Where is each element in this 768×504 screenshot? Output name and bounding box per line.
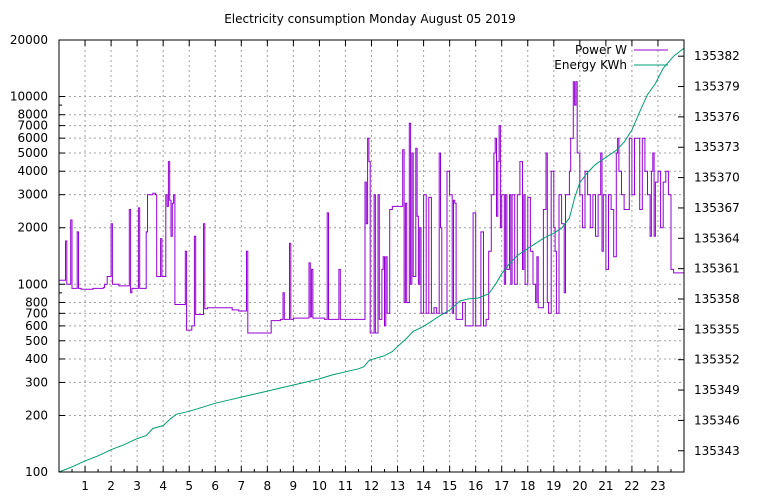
y2-tick-label: 135349	[694, 383, 740, 397]
x-tick-label: 3	[133, 479, 141, 493]
legend-label-energy: Energy KWh	[554, 58, 627, 72]
x-tick-label: 4	[159, 479, 167, 493]
y-tick-label: 3000	[17, 188, 48, 202]
y-tick-label: 8000	[17, 108, 48, 122]
x-tick-label: 13	[390, 479, 405, 493]
y-tick-label: 4000	[17, 164, 48, 178]
y2-tick-label: 135367	[694, 201, 740, 215]
x-tick-label: 14	[416, 479, 431, 493]
y2-tick-label: 135364	[694, 231, 740, 245]
y2-tick-label: 135379	[694, 80, 740, 94]
y-tick-label: 800	[25, 295, 48, 309]
legend: Power W Energy KWh	[554, 43, 668, 72]
y-tick-label: 600	[25, 319, 48, 333]
y-tick-label: 6000	[17, 131, 48, 145]
y2-tick-label: 135370	[694, 171, 740, 185]
chart-title: Electricity consumption Monday August 05…	[224, 12, 516, 26]
y-tick-label: 10000	[10, 90, 48, 104]
x-tick-label: 16	[468, 479, 483, 493]
y-tick-label: 100	[25, 465, 48, 479]
y2-tick-label: 135361	[694, 262, 740, 276]
y2-tick-label: 135352	[694, 353, 740, 367]
y-tick-label: 20000	[10, 33, 48, 47]
x-tick-label: 2	[107, 479, 115, 493]
y2-tick-label: 135373	[694, 140, 740, 154]
x-tick-label: 19	[546, 479, 561, 493]
y-tick-label: 200	[25, 408, 48, 422]
y2-tick-label: 135346	[694, 413, 740, 427]
y-tick-label: 7000	[17, 119, 48, 133]
x-tick-label: 8	[264, 479, 272, 493]
y2-tick-label: 135376	[694, 110, 740, 124]
x-tick-label: 23	[650, 479, 665, 493]
x-tick-label: 9	[290, 479, 298, 493]
x-tick-label: 7	[237, 479, 245, 493]
axis-layer: 1 2 3 4 5 6 7 8 9 10 11 12 13 14 15 16 17 18 19 20 21 22 23100…	[10, 33, 740, 493]
x-tick-label: 6	[211, 479, 219, 493]
x-tick-label: 21	[598, 479, 613, 493]
x-tick-label: 15	[442, 479, 457, 493]
y-tick-label: 5000	[17, 146, 48, 160]
y-tick-label: 500	[25, 334, 48, 348]
x-tick-label: 17	[494, 479, 509, 493]
x-tick-label: 1	[81, 479, 89, 493]
y-tick-label: 2000	[17, 221, 48, 235]
y2-tick-label: 135343	[694, 444, 740, 458]
x-tick-label: 5	[185, 479, 193, 493]
y-tick-label: 700	[25, 306, 48, 320]
x-tick-label: 20	[572, 479, 587, 493]
legend-label-power: Power W	[575, 43, 627, 57]
x-tick-label: 12	[364, 479, 379, 493]
series-line-power	[59, 81, 684, 334]
y2-tick-label: 135355	[694, 322, 740, 336]
x-tick-label: 10	[312, 479, 327, 493]
y-tick-label: 400	[25, 352, 48, 366]
y2-tick-label: 135358	[694, 292, 740, 306]
x-tick-label: 11	[338, 479, 353, 493]
data-layer	[58, 47, 685, 473]
y-tick-label: 1000	[17, 277, 48, 291]
x-tick-label: 18	[520, 479, 535, 493]
y2-tick-label: 135382	[694, 49, 740, 63]
y-tick-label: 300	[25, 375, 48, 389]
series-line-energy	[58, 47, 685, 473]
x-tick-label: 22	[624, 479, 639, 493]
